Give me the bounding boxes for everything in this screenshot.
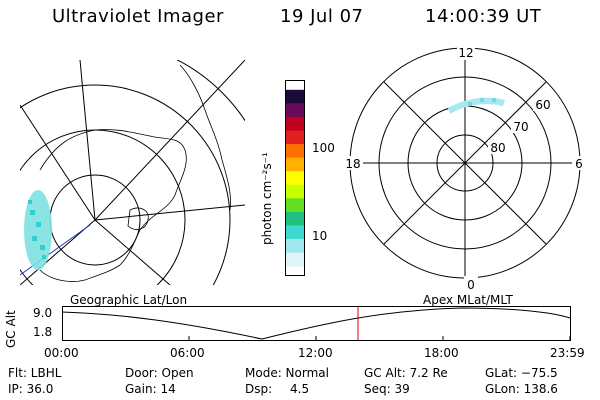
strip-left-label: Geographic Lat/Lon [70, 293, 188, 307]
aurora-arc [448, 97, 505, 114]
strip-x-tick-0600: 06:00 [170, 346, 205, 360]
info-glon: GLon: 138.6 [485, 382, 558, 396]
colorbar-unit-label: photon cm⁻²s⁻¹ [260, 152, 274, 245]
info-mode: Mode: Normal [245, 366, 329, 380]
lat-label-80: 80 [490, 141, 505, 155]
colorbar-band [286, 198, 304, 213]
altitude-curve [62, 307, 571, 340]
info-door: Door: Open [125, 366, 194, 380]
colorbar-band [286, 171, 304, 186]
colorbar-band [286, 225, 304, 240]
app-title: Ultraviolet Imager [52, 6, 224, 27]
strip-y-axis-label: GC Alt [4, 310, 18, 348]
altitude-strip-chart [62, 306, 571, 341]
colorbar-tick-10: 10 [312, 229, 328, 243]
info-ip: IP: 36.0 [8, 382, 54, 396]
coastline [39, 129, 187, 282]
info-filter: Flt: LBHL [8, 366, 62, 380]
time-label: 14:00:39 UT [425, 6, 542, 27]
strip-x-tick-0000: 00:00 [44, 346, 79, 360]
strip-y-tick-low: 1.8 [33, 325, 53, 339]
colorbar-band [286, 184, 304, 199]
info-gc-alt: GC Alt: 7.2 Re [364, 366, 448, 380]
mlt-label-12: 12 [458, 46, 473, 60]
magnetic-polar-plot: 12 18 6 0 60 70 80 [343, 46, 584, 292]
strip-x-tick-1200: 12:00 [298, 346, 333, 360]
mlt-label-0: 0 [467, 278, 475, 292]
info-gain: Gain: 14 [125, 382, 176, 396]
info-dsp-value: 4.5 [290, 382, 310, 396]
info-glat: GLat: −75.5 [485, 366, 558, 380]
strip-x-tick-1800: 18:00 [424, 346, 459, 360]
colorbar-band [286, 116, 304, 131]
mlt-label-6: 6 [575, 157, 583, 171]
colorbar-band [286, 89, 304, 104]
strip-x-tick-2359: 23:59 [550, 346, 585, 360]
colorbar-band [286, 252, 304, 267]
colorbar-band [286, 103, 304, 118]
strip-right-label: Apex MLat/MLT [423, 293, 513, 307]
date-label: 19 Jul 07 [280, 6, 364, 27]
info-seq: Seq: 39 [364, 382, 410, 396]
colorbar [285, 80, 305, 276]
colorbar-band [286, 211, 304, 226]
lat-label-70: 70 [513, 120, 528, 134]
lat-label-60: 60 [535, 98, 550, 112]
colorbar-band [286, 157, 304, 172]
strip-y-tick-high: 9.0 [33, 306, 53, 320]
geographic-map [20, 60, 245, 285]
colorbar-tick-100: 100 [312, 141, 335, 155]
colorbar-band [286, 239, 304, 254]
mlt-label-18: 18 [345, 157, 360, 171]
info-dsp-label: Dsp: [245, 382, 273, 396]
colorbar-band [286, 144, 304, 159]
colorbar-band [286, 130, 304, 145]
